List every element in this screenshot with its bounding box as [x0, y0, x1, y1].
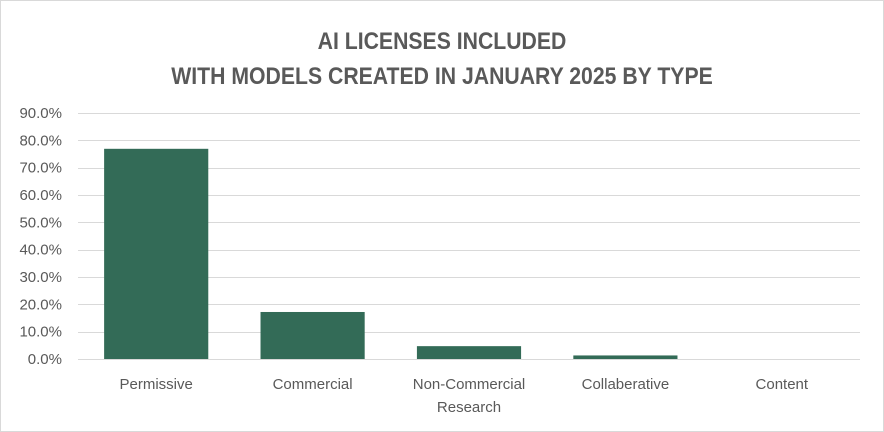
chart-title-line-2: WITH MODELS CREATED IN JANUARY 2025 BY T…	[171, 63, 713, 90]
y-tick-label: 90.0%	[19, 105, 62, 122]
x-category-label: Permissive	[120, 376, 193, 393]
y-tick-label: 0.0%	[28, 351, 62, 368]
bar	[104, 148, 209, 359]
x-category-label: Commercial	[273, 376, 353, 393]
x-axis-category-labels: Permissive Commercial Non-Commercial Resear…	[120, 376, 809, 416]
bar	[573, 355, 678, 359]
x-category-label: Non-Commercial Research	[413, 376, 526, 416]
gridlines	[78, 113, 860, 360]
x-category-label: Content	[756, 376, 809, 393]
bar	[260, 311, 365, 359]
y-tick-label: 80.0%	[19, 132, 62, 149]
y-tick-label: 40.0%	[19, 242, 62, 259]
chart-title: AI LICENSES INCLUDED WITH MODELS CREATED…	[0, 24, 884, 94]
bar	[416, 346, 522, 359]
x-category-label: Collaberative	[582, 376, 670, 393]
y-tick-label: 50.0%	[19, 214, 62, 231]
bars	[104, 148, 678, 359]
chart-title-line-1: AI LICENSES INCLUDED	[317, 28, 567, 55]
y-tick-label: 10.0%	[19, 324, 62, 341]
y-tick-label: 60.0%	[19, 187, 62, 204]
y-tick-label: 20.0%	[19, 296, 62, 313]
y-tick-label: 30.0%	[19, 269, 62, 286]
y-tick-label: 70.0%	[19, 160, 62, 177]
y-axis-tick-labels: 0.0% 10.0% 20.0% 30.0% 40.0% 50.0% 60.0% 70.0% 8…	[19, 105, 62, 368]
